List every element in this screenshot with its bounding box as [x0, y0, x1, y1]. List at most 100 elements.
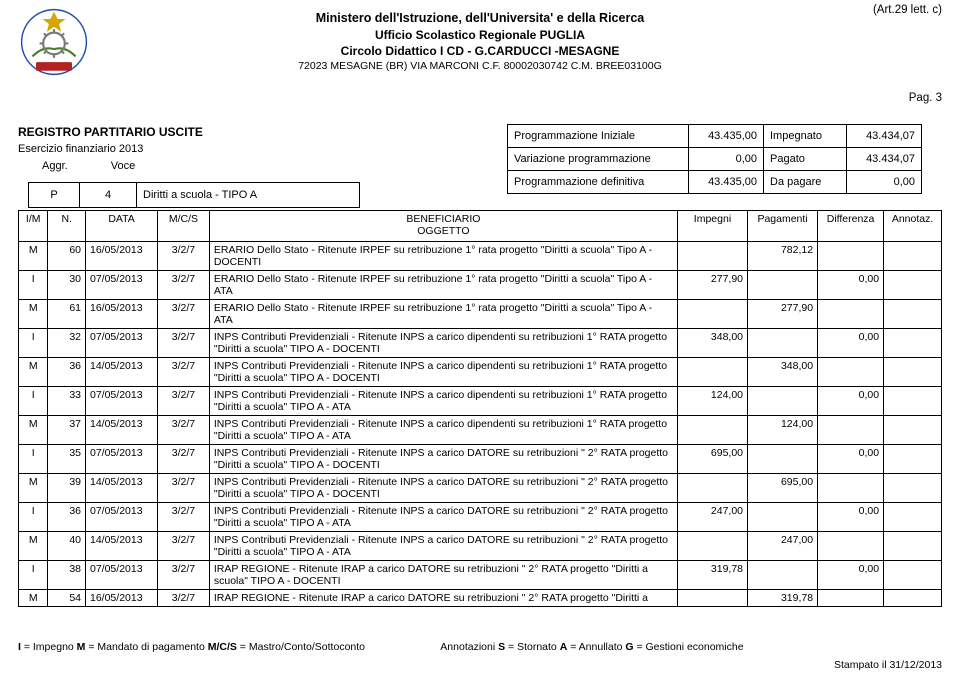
legend-i-text: = Impegno: [21, 641, 77, 653]
cell-diff: 0,00: [818, 271, 884, 300]
cell-pag: [748, 445, 818, 474]
cell-diff: [818, 474, 884, 503]
legend-g-text: = Gestioni economiche: [634, 641, 744, 653]
cell-ann: [884, 532, 942, 561]
cell-pag: [748, 503, 818, 532]
cell-im: I: [19, 271, 48, 300]
fiscal-year: Esercizio finanziario 2013: [18, 142, 203, 157]
cell-imp: [677, 532, 747, 561]
page-root: (Art.29 lett. c) Ministero dell'Istruzio…: [0, 0, 960, 677]
cell-data: 16/05/2013: [86, 242, 158, 271]
cell-im: M: [19, 532, 48, 561]
cell-ann: [884, 590, 942, 607]
cell-data: 07/05/2013: [86, 445, 158, 474]
classification-box: P 4 Diritti a scuola - TIPO A: [28, 182, 360, 208]
cell-mcs: 3/2/7: [158, 532, 210, 561]
cell-imp: [677, 416, 747, 445]
summary-row: Variazione programmazione0,00Pagato43.43…: [508, 148, 922, 171]
cell-pag: [748, 329, 818, 358]
cell-n: 39: [48, 474, 86, 503]
cell-imp: 319,78: [677, 561, 747, 590]
cell-ann: [884, 474, 942, 503]
registry-block: REGISTRO PARTITARIO USCITE Esercizio fin…: [18, 124, 203, 174]
cell-im: M: [19, 300, 48, 329]
cell-mcs: 3/2/7: [158, 329, 210, 358]
summary-label: Variazione programmazione: [508, 148, 689, 171]
table-row: I3607/05/20133/2/7INPS Contributi Previd…: [19, 503, 942, 532]
cell-diff: [818, 242, 884, 271]
cell-mcs: 3/2/7: [158, 358, 210, 387]
summary-label2: Da pagare: [764, 171, 847, 194]
hdr-ben: BENEFICIARIOOGGETTO: [209, 211, 677, 242]
cell-data: 16/05/2013: [86, 300, 158, 329]
cell-im: M: [19, 242, 48, 271]
summary-value: 0,00: [689, 148, 764, 171]
cell-data: 07/05/2013: [86, 503, 158, 532]
table-header-row: I/M N. DATA M/C/S BENEFICIARIOOGGETTO Im…: [19, 211, 942, 242]
cell-data: 14/05/2013: [86, 532, 158, 561]
hdr-im: I/M: [19, 211, 48, 242]
table-row: M6016/05/20133/2/7ERARIO Dello Stato - R…: [19, 242, 942, 271]
header-block: Ministero dell'Istruzione, dell'Universi…: [18, 10, 942, 73]
cell-data: 16/05/2013: [86, 590, 158, 607]
cell-imp: 277,90: [677, 271, 747, 300]
main-table: I/M N. DATA M/C/S BENEFICIARIOOGGETTO Im…: [18, 210, 942, 607]
school-line: Circolo Didattico I CD - G.CARDUCCI -MES…: [18, 43, 942, 59]
table-row: M4014/05/20133/2/7INPS Contributi Previd…: [19, 532, 942, 561]
cell-diff: 0,00: [818, 503, 884, 532]
page-number: Pag. 3: [909, 92, 942, 104]
cell-ben: INPS Contributi Previdenziali - Ritenute…: [209, 387, 677, 416]
aggr-label: Aggr.: [42, 159, 68, 174]
cell-imp: 695,00: [677, 445, 747, 474]
cell-data: 07/05/2013: [86, 329, 158, 358]
cell-im: I: [19, 503, 48, 532]
cell-n: 35: [48, 445, 86, 474]
cell-data: 07/05/2013: [86, 387, 158, 416]
summary-label: Programmazione Iniziale: [508, 125, 689, 148]
cell-n: 40: [48, 532, 86, 561]
table-row: M3614/05/20133/2/7INPS Contributi Previd…: [19, 358, 942, 387]
cell-ben: ERARIO Dello Stato - Ritenute IRPEF su r…: [209, 300, 677, 329]
cell-pag: 782,12: [748, 242, 818, 271]
cell-data: 07/05/2013: [86, 561, 158, 590]
cell-im: I: [19, 561, 48, 590]
cell-pag: 348,00: [748, 358, 818, 387]
ministry-line: Ministero dell'Istruzione, dell'Universi…: [18, 10, 942, 27]
summary-label2: Pagato: [764, 148, 847, 171]
cell-ann: [884, 416, 942, 445]
cell-im: M: [19, 358, 48, 387]
cell-ann: [884, 561, 942, 590]
cell-n: 54: [48, 590, 86, 607]
hdr-pag: Pagamenti: [748, 211, 818, 242]
cell-mcs: 3/2/7: [158, 503, 210, 532]
legend-mcs: M/C/S: [208, 641, 237, 653]
table-row: I3507/05/20133/2/7INPS Contributi Previd…: [19, 445, 942, 474]
cell-imp: [677, 590, 747, 607]
cell-pag: 277,90: [748, 300, 818, 329]
cell-diff: [818, 358, 884, 387]
cell-im: I: [19, 329, 48, 358]
table-row: I3807/05/20133/2/7IRAP REGIONE - Ritenut…: [19, 561, 942, 590]
hdr-ann: Annotaz.: [884, 211, 942, 242]
table-row: I3007/05/20133/2/7ERARIO Dello Stato - R…: [19, 271, 942, 300]
class-num: 4: [80, 183, 137, 208]
cell-ann: [884, 445, 942, 474]
summary-value: 43.435,00: [689, 171, 764, 194]
hdr-diff: Differenza: [818, 211, 884, 242]
cell-ben: IRAP REGIONE - Ritenute IRAP a carico DA…: [209, 590, 677, 607]
summary-box: Programmazione Iniziale43.435,00Impegnat…: [507, 124, 922, 194]
table-row: I3307/05/20133/2/7INPS Contributi Previd…: [19, 387, 942, 416]
class-desc: Diritti a scuola - TIPO A: [137, 183, 360, 208]
hdr-mcs: M/C/S: [158, 211, 210, 242]
address-line: 72023 MESAGNE (BR) VIA MARCONI C.F. 8000…: [18, 59, 942, 73]
cell-data: 14/05/2013: [86, 358, 158, 387]
cell-n: 36: [48, 358, 86, 387]
cell-n: 38: [48, 561, 86, 590]
cell-mcs: 3/2/7: [158, 474, 210, 503]
summary-label: Programmazione definitiva: [508, 171, 689, 194]
cell-ann: [884, 300, 942, 329]
office-line: Ufficio Scolastico Regionale PUGLIA: [18, 27, 942, 43]
cell-diff: 0,00: [818, 387, 884, 416]
legend-g: G: [625, 641, 633, 653]
class-p: P: [29, 183, 80, 208]
